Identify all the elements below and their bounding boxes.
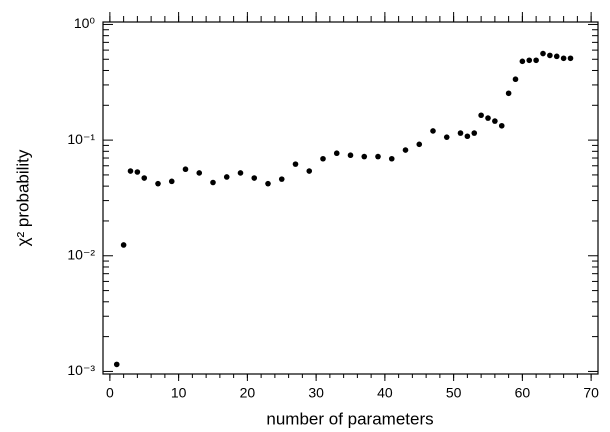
y-tick-label: 10⁻² (67, 246, 95, 262)
point (553, 53, 560, 60)
point (526, 57, 533, 64)
point (292, 161, 299, 167)
point (478, 112, 484, 119)
point (182, 166, 189, 173)
point (320, 155, 326, 162)
point (388, 155, 395, 162)
x-axis-title: number of parameters (266, 409, 433, 428)
y-tick-label: 10⁻¹ (67, 131, 95, 147)
point (196, 170, 203, 176)
point (547, 52, 553, 59)
point (120, 242, 127, 248)
point (416, 141, 423, 148)
point (141, 175, 148, 181)
point (306, 168, 313, 174)
point (347, 152, 354, 159)
point (402, 147, 409, 153)
point (223, 174, 230, 180)
point (113, 361, 120, 368)
point (512, 76, 519, 83)
point (567, 55, 574, 62)
point (560, 55, 567, 62)
x-tick-label: 0 (106, 385, 114, 401)
point (237, 170, 244, 176)
point (210, 179, 216, 186)
y-tick-label: 10⁻³ (67, 362, 95, 378)
x-tick-label: 30 (308, 385, 324, 401)
x-tick-label: 40 (377, 385, 393, 401)
point (519, 58, 526, 65)
point (464, 133, 471, 140)
x-tick-label: 50 (446, 385, 462, 401)
plot-frame (102, 21, 599, 375)
point (471, 130, 478, 136)
x-tick-label: 60 (515, 385, 531, 401)
point (134, 169, 141, 175)
point (533, 57, 539, 64)
point (265, 180, 271, 187)
point (251, 175, 258, 181)
point (333, 150, 340, 157)
point (155, 180, 161, 187)
point (485, 115, 491, 121)
point (540, 50, 546, 57)
point (498, 122, 505, 129)
point (457, 130, 464, 136)
point (278, 176, 285, 182)
point (492, 118, 498, 124)
x-tick-label: 70 (583, 385, 599, 401)
y-tick-label: 10⁰ (74, 15, 96, 31)
point (127, 168, 134, 174)
point (168, 178, 175, 185)
point (505, 90, 512, 97)
point (430, 128, 436, 134)
y-axis-title: χ² probability (13, 149, 32, 246)
point (361, 153, 368, 160)
x-tick-label: 10 (171, 385, 187, 401)
point (443, 134, 450, 140)
point (375, 153, 381, 160)
x-tick-label: 20 (240, 385, 256, 401)
